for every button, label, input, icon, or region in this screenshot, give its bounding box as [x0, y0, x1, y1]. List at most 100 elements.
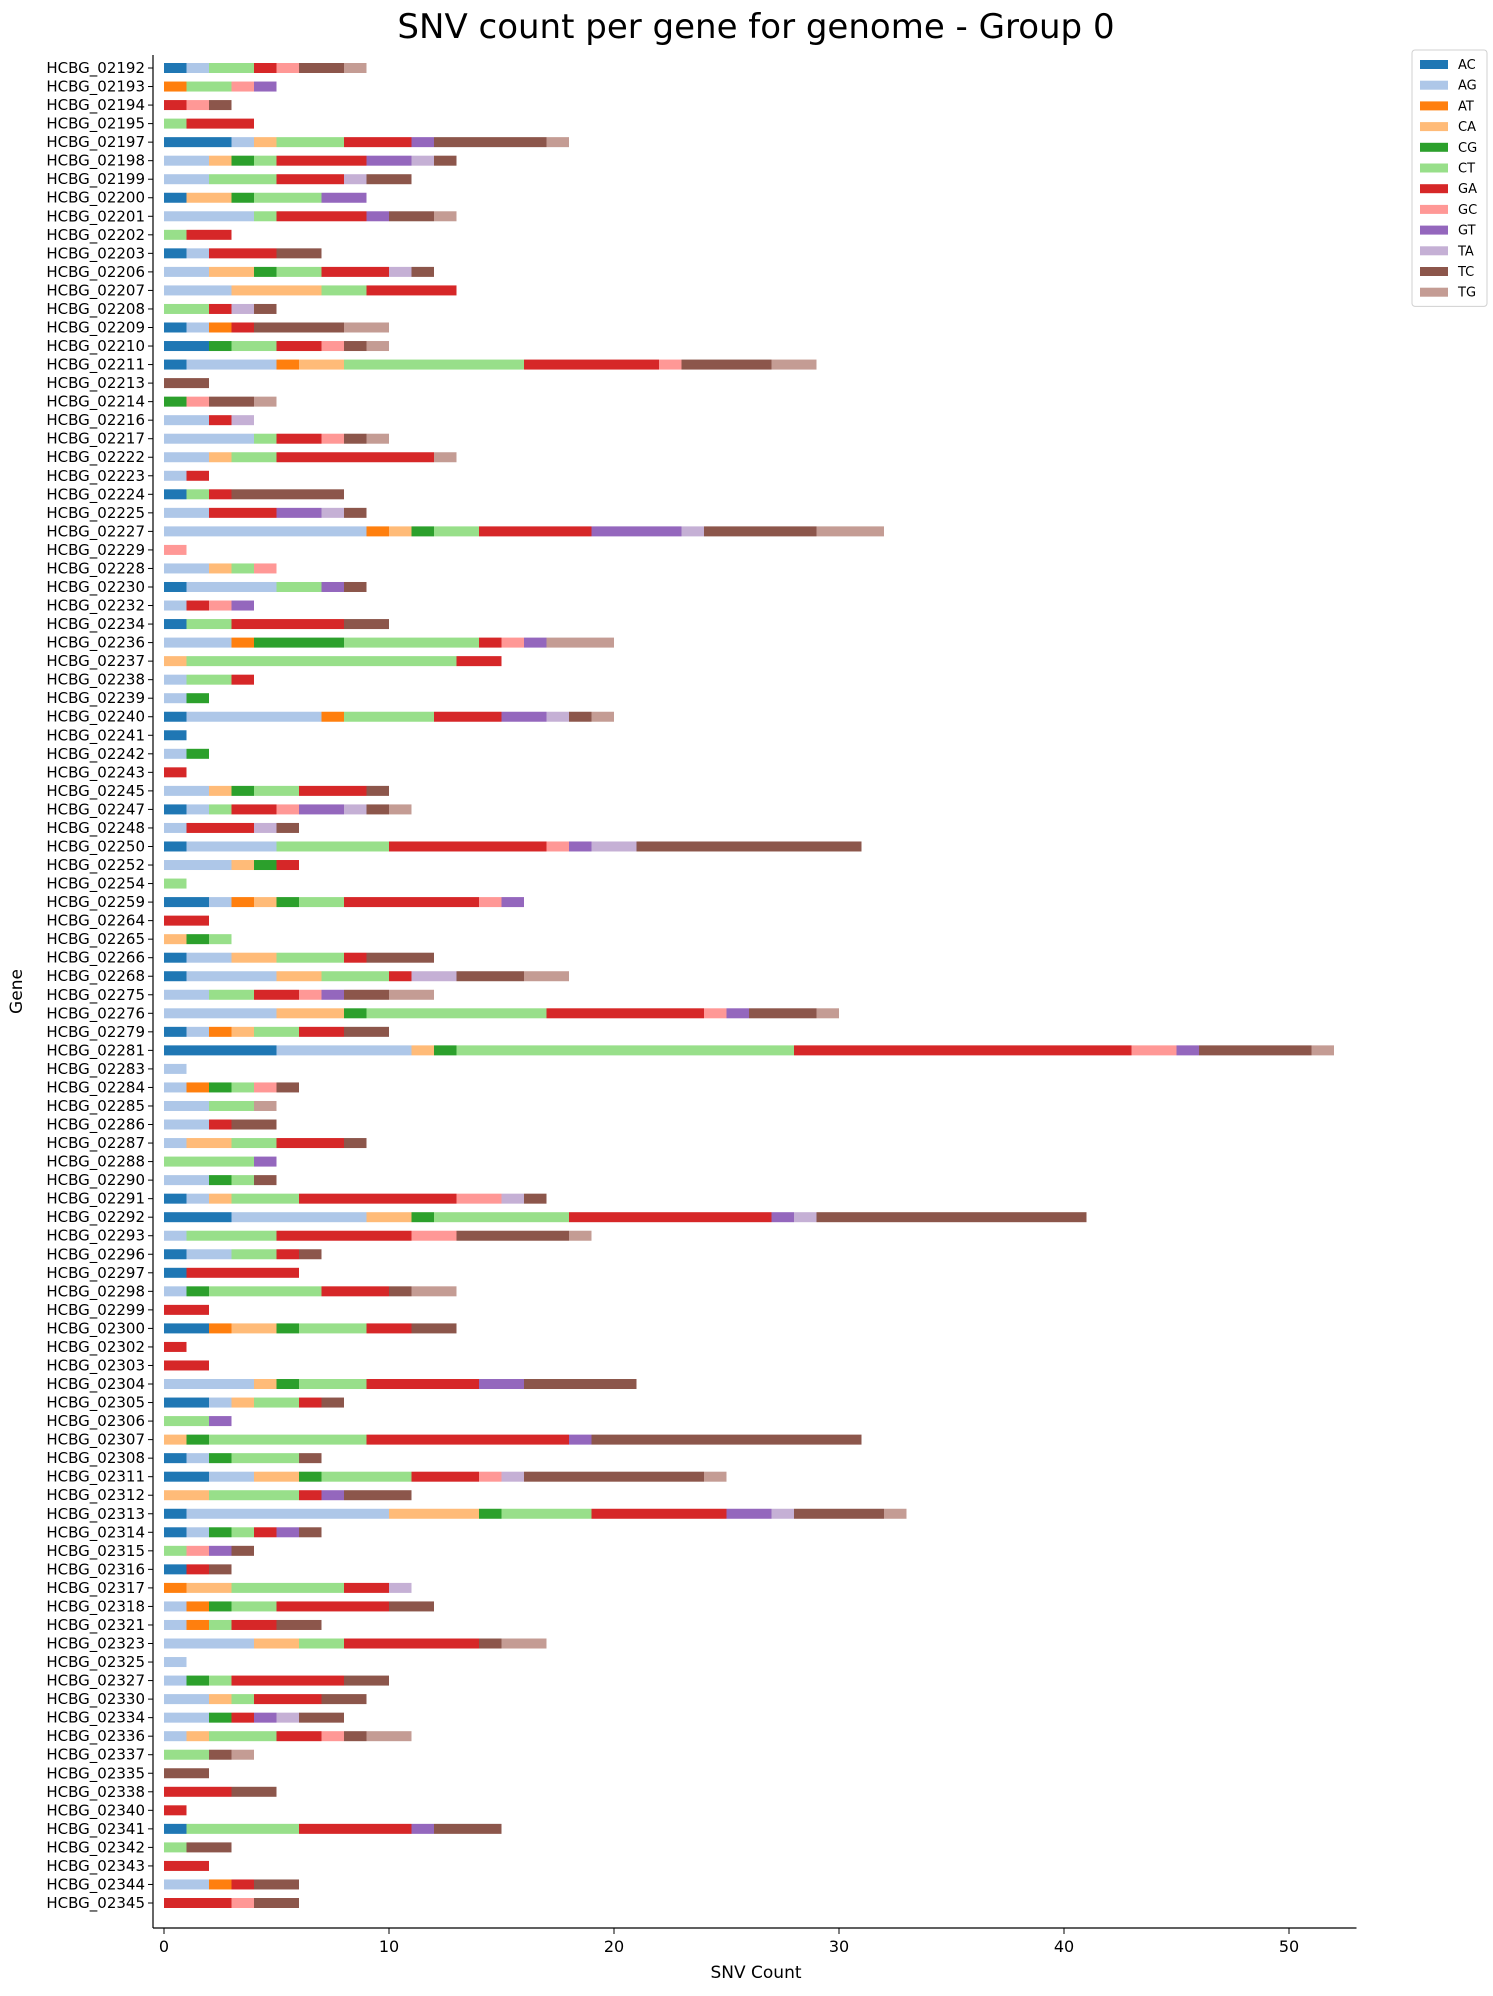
bar-segment-ct: [231, 1138, 277, 1149]
gene-row: [164, 1879, 299, 1890]
bar-segment-at: [321, 711, 344, 722]
bar-segment-ga: [164, 915, 209, 926]
bar-segment-ta: [681, 526, 704, 537]
bar-segment-cg: [209, 1527, 232, 1538]
bar-segment-ta: [389, 1582, 412, 1593]
bar-segment-ct: [231, 1193, 299, 1204]
bar-segment-tc: [591, 1434, 862, 1445]
bar-segment-ga: [344, 952, 367, 963]
gene-tick-label: HCBG_02344: [46, 1875, 145, 1894]
gene-tick-label: HCBG_02201: [46, 207, 145, 226]
bar-segment-ta: [501, 1193, 524, 1204]
bar-segment-gc: [411, 1230, 457, 1241]
bar-segment-tc: [344, 989, 389, 1000]
gene-tick-label: HCBG_02223: [46, 467, 145, 486]
bar-segment-ct: [276, 137, 344, 148]
gene-row: [164, 118, 254, 129]
gene-row: [164, 1898, 299, 1908]
bar-segment-gc: [456, 1193, 502, 1204]
bar-segment-ct: [254, 192, 322, 203]
bar-segment-gt: [726, 1508, 772, 1519]
bar-segment-ag: [164, 1731, 187, 1742]
bar-segment-tc: [411, 266, 434, 277]
gene-row: [164, 693, 209, 704]
bar-segment-ta: [276, 1712, 299, 1723]
bar-segment-ag: [186, 1527, 209, 1538]
bar-segment-tg: [591, 711, 614, 722]
bar-segment-tc: [389, 211, 434, 222]
bar-segment-tc: [254, 1879, 299, 1890]
bar-segment-ag: [186, 1453, 209, 1464]
gene-row: [164, 637, 614, 648]
bar-segment-ga: [164, 100, 187, 111]
bar-segment-ct: [186, 489, 209, 500]
bar-segment-ga: [164, 1304, 209, 1315]
gene-tick-label: HCBG_02297: [46, 1264, 145, 1283]
gene-row: [164, 341, 389, 352]
gene-tick-label: HCBG_02275: [46, 986, 145, 1005]
legend-label-cg: CG: [1458, 141, 1477, 156]
bar-segment-ta: [344, 804, 367, 815]
gene-tick-label: HCBG_02337: [46, 1746, 145, 1765]
bar-segment-ga: [276, 155, 367, 166]
gene-row: [164, 1786, 277, 1797]
gene-row: [164, 137, 569, 148]
bar-segment-tc: [231, 1119, 277, 1130]
bar-segment-ga: [254, 1694, 322, 1705]
bar-segment-ac: [164, 1026, 187, 1037]
gene-tick-label: HCBG_02288: [46, 1153, 145, 1172]
gene-row: [164, 952, 434, 963]
bar-segment-tg: [771, 359, 817, 370]
bar-segment-ag: [164, 1657, 187, 1668]
bar-segment-ga: [186, 229, 232, 240]
gene-row: [164, 285, 457, 296]
gene-row: [164, 1768, 209, 1779]
gene-tick-label: HCBG_02318: [46, 1597, 145, 1616]
bar-segment-tg: [704, 1471, 727, 1482]
bar-segment-ca: [254, 1471, 299, 1482]
bar-segment-ct: [231, 1249, 277, 1260]
bar-segment-ca: [186, 1138, 232, 1149]
gene-row: [164, 452, 457, 463]
bar-segment-at: [186, 1601, 209, 1612]
bar-segment-ct: [209, 1619, 232, 1630]
bar-segment-ga: [299, 1490, 322, 1501]
gene-row: [164, 155, 457, 166]
gene-row: [164, 1360, 209, 1371]
bar-segment-ac: [164, 1323, 209, 1334]
gene-tick-label: HCBG_02195: [46, 115, 145, 134]
gene-tick-label: HCBG_02284: [46, 1078, 145, 1097]
bar-segment-ct: [276, 952, 344, 963]
bar-segment-ac: [164, 192, 187, 203]
bar-segment-ga: [321, 1286, 389, 1297]
bar-segment-ag: [164, 600, 187, 611]
bar-segment-ga: [276, 211, 367, 222]
bar-segment-gt: [254, 81, 277, 92]
bar-segment-gt: [591, 526, 682, 537]
legend-label-tg: TG: [1457, 286, 1476, 301]
gene-tick-label: HCBG_02313: [46, 1505, 145, 1524]
bar-segment-tg: [366, 1731, 412, 1742]
bar-segment-ac: [164, 711, 187, 722]
bar-segment-ca: [276, 1008, 344, 1019]
bar-segment-ag: [186, 1193, 209, 1204]
bar-segment-tg: [254, 396, 277, 407]
bar-segment-ct: [231, 1082, 254, 1093]
gene-tick-label: HCBG_02306: [46, 1412, 145, 1431]
bar-segment-ca: [231, 952, 277, 963]
bar-segment-ca: [209, 1694, 232, 1705]
gene-tick-label: HCBG_02307: [46, 1431, 145, 1450]
bar-segment-tc: [1199, 1045, 1312, 1056]
bar-segment-ct: [209, 989, 254, 1000]
bar-segment-ac: [164, 1193, 187, 1204]
legend-label-ag: AG: [1458, 79, 1477, 94]
bar-segment-at: [209, 322, 232, 333]
bar-segment-ga: [344, 1582, 389, 1593]
bar-segment-gt: [501, 897, 524, 908]
gene-row: [164, 1119, 277, 1130]
bar-segment-ga: [411, 1471, 479, 1482]
gene-tick-label: HCBG_02240: [46, 708, 145, 727]
legend-label-ga: GA: [1458, 182, 1477, 197]
bar-segment-tc: [479, 1638, 502, 1649]
gene-row: [164, 656, 502, 667]
